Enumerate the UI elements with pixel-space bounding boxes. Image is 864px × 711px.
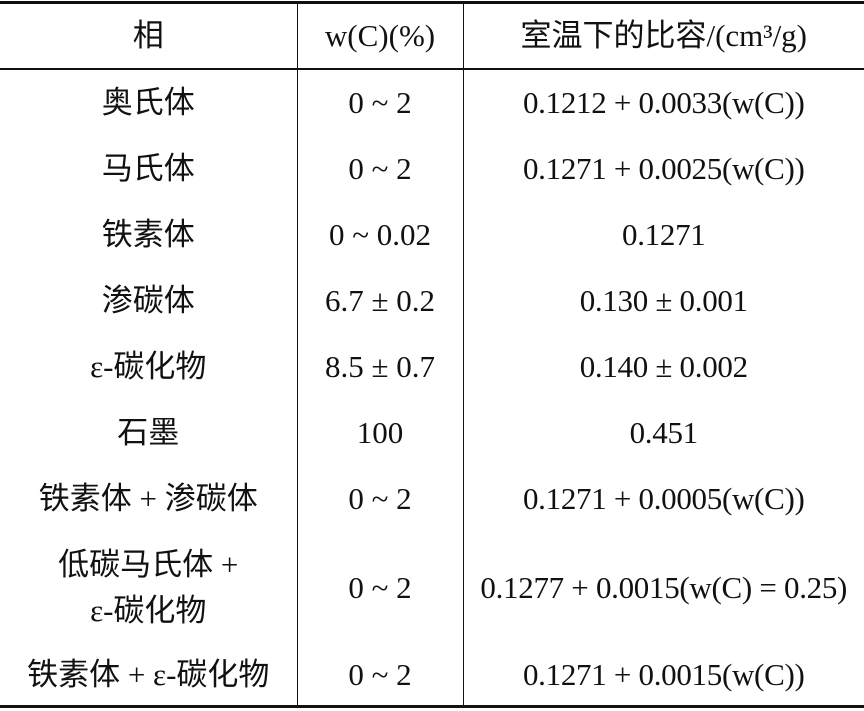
table-row: 铁素体 + ε-碳化物 0 ~ 2 0.1271 + 0.0015(w(C))	[0, 644, 864, 708]
table-cell: 0.140 ± 0.002	[462, 334, 864, 400]
table-cell: 奥氏体	[101, 85, 195, 120]
table-cell: 0.1271 + 0.0025(w(C))	[462, 136, 864, 202]
header-cell: 室温下的比容/(cm³/g)	[462, 1, 864, 70]
header-row: 相 w(C)(%) 室温下的比容/(cm³/g)	[0, 1, 864, 70]
table-row: 低碳马氏体 + ε-碳化物 0 ~ 2 0.1277 + 0.0015(w(C) =…	[0, 532, 864, 644]
table-cell: 0 ~ 2	[296, 466, 463, 532]
table-cell: 0 ~ 2	[296, 136, 463, 202]
table-cell: 石墨	[117, 415, 180, 450]
header-cell: 相	[0, 1, 297, 70]
table-cell: 8.5 ± 0.7	[296, 334, 463, 400]
table-cell: 100	[296, 400, 463, 466]
table-cell: 铁素体 + ε-碳化物	[0, 644, 297, 708]
table-cell: 6.7 ± 0.2	[296, 268, 463, 334]
table-cell: 马氏体	[101, 151, 195, 186]
table-cell: 0 ~ 2	[296, 644, 463, 708]
table-cell: ε-碳化物	[90, 349, 207, 384]
table-cell: 渗碳体	[101, 283, 195, 318]
table-row: ε-碳化物 8.5 ± 0.7 0.140 ± 0.002	[0, 334, 864, 400]
table-cell: 0.1212 + 0.0033(w(C))	[462, 69, 864, 136]
table-cell: 铁素体 + 渗碳体	[38, 481, 258, 516]
table-cell: 铁素体	[101, 217, 195, 252]
table-cell: 0.1271	[462, 202, 864, 268]
table-row: 奥氏体 0 ~ 2 0.1212 + 0.0033(w(C))	[0, 69, 864, 136]
table-cell: 0 ~ 2	[296, 532, 463, 644]
table-cell: 0 ~ 2	[296, 69, 463, 136]
table-row: 铁素体 0 ~ 0.02 0.1271	[0, 202, 864, 268]
table-row: 铁素体 + 渗碳体 0 ~ 2 0.1271 + 0.0005(w(C))	[0, 466, 864, 532]
header-cell: w(C)(%)	[296, 1, 463, 70]
table-cell: 低碳马氏体 + ε-碳化物	[58, 547, 239, 628]
table-cell: 0.451	[462, 400, 864, 466]
table-cell: 0.130 ± 0.001	[462, 268, 864, 334]
table-row: 马氏体 0 ~ 2 0.1271 + 0.0025(w(C))	[0, 136, 864, 202]
table-row: 石墨 100 0.451	[0, 400, 864, 466]
table-cell: 0.1277 + 0.0015(w(C) = 0.25)	[462, 532, 864, 644]
table-cell: 0 ~ 0.02	[296, 202, 463, 268]
table-cell: 0.1271 + 0.0015(w(C))	[462, 644, 864, 708]
table-cell: 0.1271 + 0.0005(w(C))	[462, 466, 864, 532]
table-body: 奥氏体 0 ~ 2 0.1212 + 0.0033(w(C)) 马氏体 0 ~ 2 0.1…	[0, 69, 864, 708]
table-row: 渗碳体 6.7 ± 0.2 0.130 ± 0.001	[0, 268, 864, 334]
